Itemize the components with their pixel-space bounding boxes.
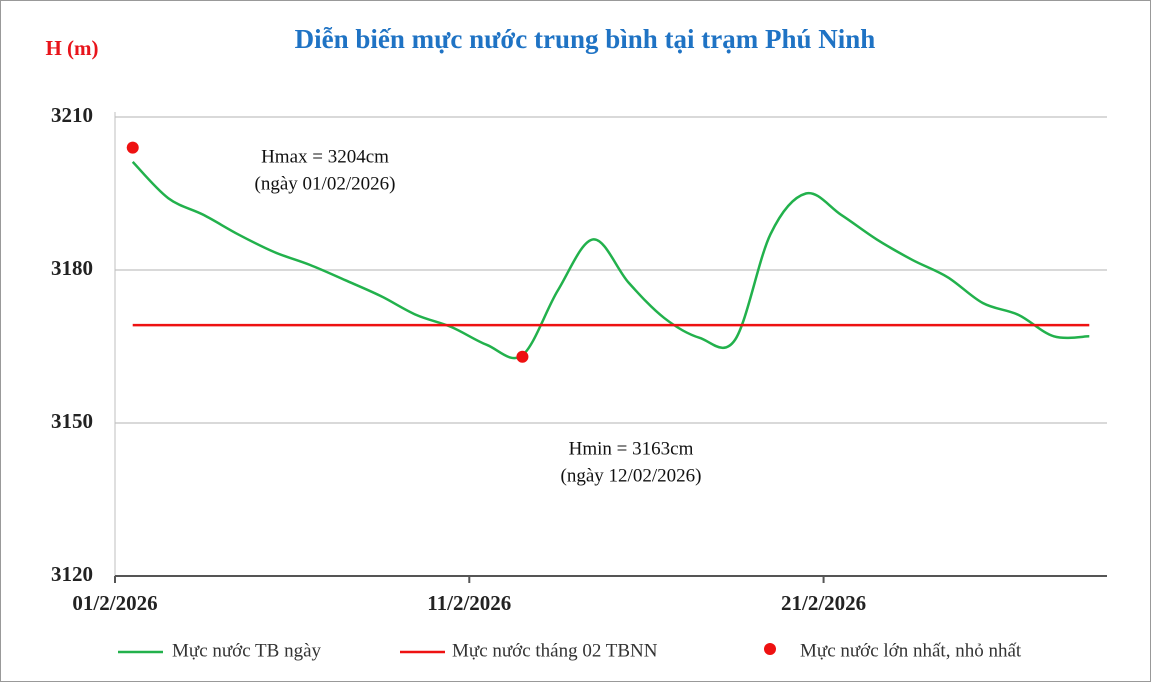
extreme-point xyxy=(126,141,139,154)
legend-swatch xyxy=(764,643,776,655)
legend-label: Mực nước tháng 02 TBNN xyxy=(452,640,658,661)
annotation: (ngày 01/02/2026) xyxy=(255,173,396,194)
y-tick-label: 3180 xyxy=(51,256,93,280)
chart-title: Diễn biến mực nước trung bình tại trạm P… xyxy=(295,24,876,54)
legend-label: Mực nước lớn nhất, nhỏ nhất xyxy=(800,640,1022,661)
y-axis-label: H (m) xyxy=(45,36,98,60)
x-tick-label: 21/2/2026 xyxy=(781,591,866,615)
x-tick-label: 01/2/2026 xyxy=(72,591,157,615)
series-line xyxy=(131,161,1090,360)
legend-label: Mực nước TB ngày xyxy=(172,640,322,661)
y-tick-label: 3210 xyxy=(51,103,93,127)
annotation: Hmax = 3204cm xyxy=(261,146,389,167)
annotation: Hmin = 3163cm xyxy=(569,438,694,459)
extreme-point xyxy=(516,350,529,363)
x-tick-label: 11/2/2026 xyxy=(427,591,511,615)
y-tick-label: 3120 xyxy=(51,562,93,586)
annotation: (ngày 12/02/2026) xyxy=(561,465,702,486)
y-tick-label: 3150 xyxy=(51,409,93,433)
